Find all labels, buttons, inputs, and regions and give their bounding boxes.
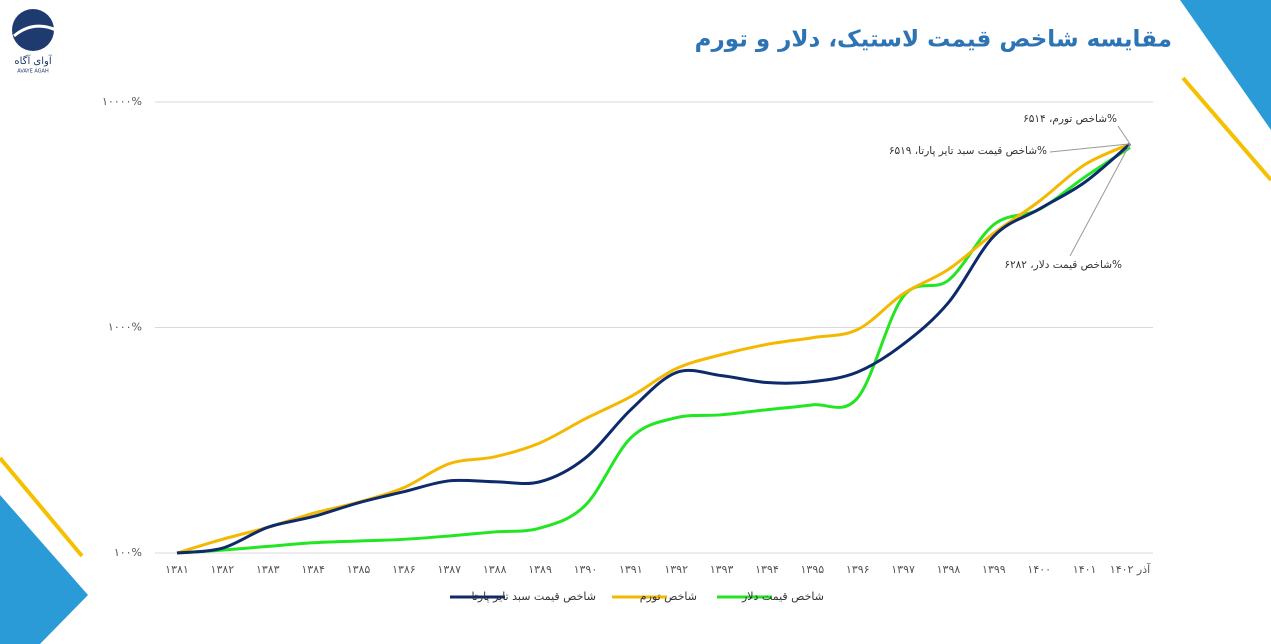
logo-mark — [12, 9, 54, 51]
x-tick-label: ۱۳۹۴ — [755, 563, 779, 576]
annotation: شاخص قیمت سبد تایر پارتا، ۶۵۱۹% — [889, 145, 1047, 157]
x-tick-label: ۱۳۸۴ — [301, 563, 325, 576]
legend-label: شاخص قیمت سبد تایر پارتا — [471, 590, 596, 603]
x-tick-label: ۱۳۸۸ — [483, 563, 507, 576]
x-tick-label: ۱۳۹۰ — [574, 563, 598, 576]
x-tick-label: ۱۳۹۹ — [982, 563, 1006, 576]
logo-name: آوای آگاه — [14, 54, 52, 67]
corner-decoration — [1180, 0, 1271, 130]
x-tick-label: ۱۳۸۲ — [211, 563, 235, 576]
series-line — [176, 142, 1131, 555]
x-tick-label: ۱۳۸۹ — [528, 563, 552, 576]
series-line — [176, 146, 1131, 555]
x-tick-label: ۱۴۰۰ — [1027, 563, 1051, 576]
x-tick-label: ۱۳۹۶ — [846, 563, 870, 576]
x-tick-label: ۱۳۹۲ — [664, 563, 688, 576]
annotation-leader — [1049, 143, 1131, 153]
y-tick-label: ۱۰۰% — [114, 546, 142, 559]
legend-label: شاخص تورم — [640, 590, 697, 603]
legend-label: شاخص قیمت دلار — [741, 590, 824, 603]
annotation: شاخص قیمت دلار، ۶۲۸۲% — [1004, 259, 1122, 271]
annotation: شاخص تورم، ۶۵۱۴% — [1023, 113, 1117, 125]
x-tick-label: ۱۳۹۵ — [801, 563, 825, 576]
x-tick-label: ۱۳۹۸ — [937, 563, 961, 576]
corner-stripe — [1181, 76, 1271, 182]
annotation-leader — [1117, 125, 1131, 145]
logo-swoosh — [13, 24, 57, 38]
x-tick-label: ۱۳۸۷ — [437, 563, 461, 576]
logo: آوای آگاه AVAYE AGAH — [12, 9, 57, 75]
y-tick-label: ۱۰۰۰% — [108, 321, 142, 334]
x-tick-label: ۱۴۰۱ — [1073, 563, 1097, 576]
series-line — [176, 142, 1131, 555]
x-tick-label: آذر ۱۴۰۲ — [1110, 562, 1151, 576]
x-tick-label: ۱۳۹۳ — [710, 563, 734, 576]
corner-decoration — [0, 495, 88, 644]
chart-title: مقایسه شاخص قیمت لاستیک، دلار و تورم — [695, 27, 1172, 53]
annotation-leader — [1069, 143, 1131, 257]
x-tick-label: ۱۳۸۱ — [165, 563, 189, 576]
x-tick-label: ۱۳۸۶ — [392, 563, 416, 576]
x-tick-label: ۱۳۹۱ — [619, 563, 643, 576]
x-tick-label: ۱۳۹۷ — [891, 563, 915, 576]
x-tick-label: ۱۳۸۵ — [347, 563, 371, 576]
x-tick-label: ۱۳۸۳ — [256, 563, 280, 576]
logo-latin: AVAYE AGAH — [17, 69, 49, 75]
corner-stripe — [0, 456, 84, 558]
y-tick-label: ۱۰۰۰۰% — [102, 95, 142, 108]
